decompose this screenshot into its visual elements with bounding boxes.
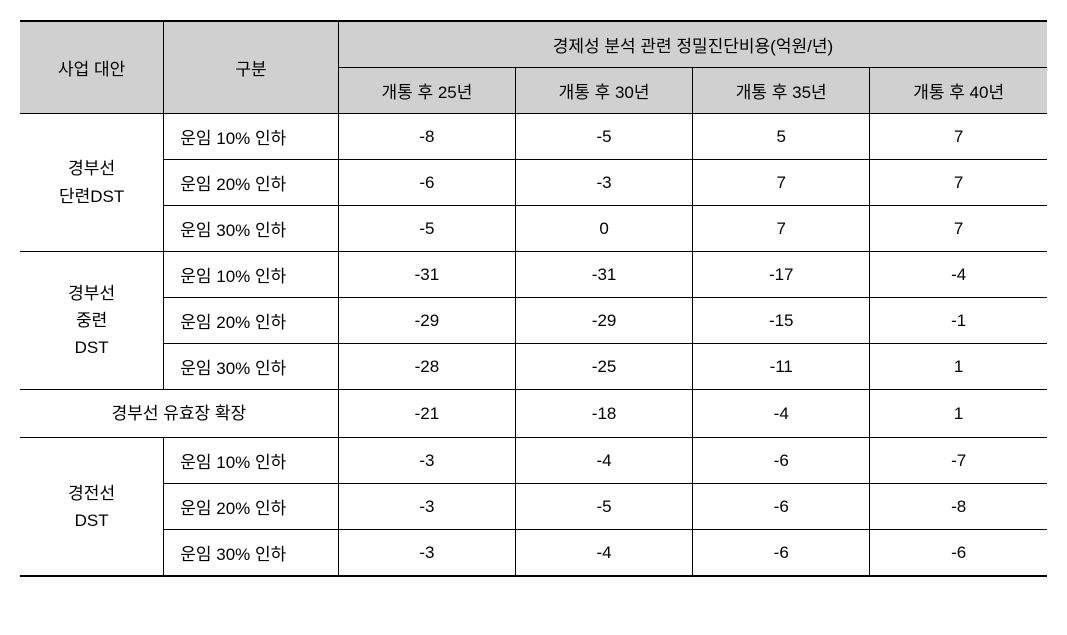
table-body: 경부선단련DST운임 10% 인하-8-557운임 20% 인하-6-377운임… <box>20 114 1047 577</box>
sub-label: 운임 30% 인하 <box>164 530 339 577</box>
group-label: 경부선중련DST <box>20 252 164 390</box>
value-cell: -6 <box>693 438 870 484</box>
value-cell: -3 <box>338 484 515 530</box>
value-cell: 7 <box>870 160 1047 206</box>
value-cell: -18 <box>516 390 693 438</box>
value-cell: -17 <box>693 252 870 298</box>
sub-label: 운임 30% 인하 <box>164 206 339 252</box>
header-span: 경제성 분석 관련 정밀진단비용(억원/년) <box>338 21 1047 68</box>
value-cell: -21 <box>338 390 515 438</box>
value-cell: 7 <box>693 206 870 252</box>
sub-label: 운임 10% 인하 <box>164 252 339 298</box>
group-label: 경부선단련DST <box>20 114 164 252</box>
value-cell: -31 <box>338 252 515 298</box>
value-cell: 5 <box>693 114 870 160</box>
header-sub-3: 개통 후 40년 <box>870 68 1047 114</box>
value-cell: -11 <box>693 344 870 390</box>
value-cell: -28 <box>338 344 515 390</box>
value-cell: 7 <box>870 114 1047 160</box>
value-cell: -4 <box>516 530 693 577</box>
value-cell: 7 <box>870 206 1047 252</box>
value-cell: -3 <box>338 438 515 484</box>
value-cell: 0 <box>516 206 693 252</box>
value-cell: -4 <box>693 390 870 438</box>
value-cell: -3 <box>338 530 515 577</box>
group-label: 경부선 유효장 확장 <box>20 390 338 438</box>
sub-label: 운임 10% 인하 <box>164 114 339 160</box>
table-row: 운임 20% 인하-6-377 <box>20 160 1047 206</box>
value-cell: -4 <box>870 252 1047 298</box>
value-cell: -6 <box>693 484 870 530</box>
value-cell: 7 <box>693 160 870 206</box>
header-sub-1: 개통 후 30년 <box>516 68 693 114</box>
value-cell: 1 <box>870 390 1047 438</box>
value-cell: -8 <box>870 484 1047 530</box>
value-cell: -8 <box>338 114 515 160</box>
table-row: 운임 30% 인하-28-25-111 <box>20 344 1047 390</box>
value-cell: -5 <box>338 206 515 252</box>
table-row: 경부선단련DST운임 10% 인하-8-557 <box>20 114 1047 160</box>
value-cell: -5 <box>516 484 693 530</box>
sub-label: 운임 30% 인하 <box>164 344 339 390</box>
group-label: 경전선DST <box>20 438 164 577</box>
value-cell: -29 <box>516 298 693 344</box>
value-cell: -4 <box>516 438 693 484</box>
value-cell: -6 <box>693 530 870 577</box>
value-cell: -7 <box>870 438 1047 484</box>
table-row: 경부선중련DST운임 10% 인하-31-31-17-4 <box>20 252 1047 298</box>
value-cell: -29 <box>338 298 515 344</box>
sub-label: 운임 10% 인하 <box>164 438 339 484</box>
table-row: 경부선 유효장 확장-21-18-41 <box>20 390 1047 438</box>
table-row: 경전선DST운임 10% 인하-3-4-6-7 <box>20 438 1047 484</box>
table-row: 운임 20% 인하-29-29-15-1 <box>20 298 1047 344</box>
sub-label: 운임 20% 인하 <box>164 484 339 530</box>
sub-label: 운임 20% 인하 <box>164 160 339 206</box>
data-table: 사업 대안 구분 경제성 분석 관련 정밀진단비용(억원/년) 개통 후 25년… <box>20 20 1047 577</box>
sub-label: 운임 20% 인하 <box>164 298 339 344</box>
value-cell: -6 <box>338 160 515 206</box>
table-row: 운임 30% 인하-5077 <box>20 206 1047 252</box>
header-col1: 사업 대안 <box>20 21 164 114</box>
table-row: 운임 20% 인하-3-5-6-8 <box>20 484 1047 530</box>
value-cell: -3 <box>516 160 693 206</box>
value-cell: 1 <box>870 344 1047 390</box>
header-col2: 구분 <box>164 21 339 114</box>
value-cell: -15 <box>693 298 870 344</box>
value-cell: -5 <box>516 114 693 160</box>
value-cell: -25 <box>516 344 693 390</box>
value-cell: -1 <box>870 298 1047 344</box>
header-sub-2: 개통 후 35년 <box>693 68 870 114</box>
table-row: 운임 30% 인하-3-4-6-6 <box>20 530 1047 577</box>
value-cell: -6 <box>870 530 1047 577</box>
header-sub-0: 개통 후 25년 <box>338 68 515 114</box>
value-cell: -31 <box>516 252 693 298</box>
